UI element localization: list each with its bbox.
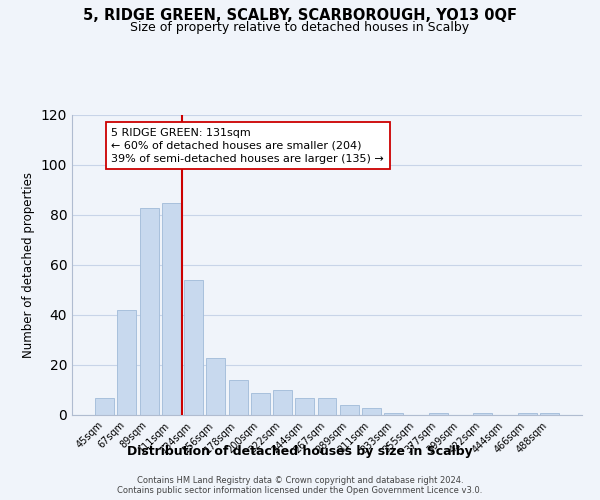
Bar xyxy=(162,202,181,415)
Bar xyxy=(429,412,448,415)
Bar xyxy=(140,208,158,415)
Y-axis label: Number of detached properties: Number of detached properties xyxy=(22,172,35,358)
Bar xyxy=(118,310,136,415)
Text: Contains public sector information licensed under the Open Government Licence v3: Contains public sector information licen… xyxy=(118,486,482,495)
Bar xyxy=(473,412,492,415)
Bar xyxy=(206,358,225,415)
Text: 5 RIDGE GREEN: 131sqm
← 60% of detached houses are smaller (204)
39% of semi-det: 5 RIDGE GREEN: 131sqm ← 60% of detached … xyxy=(112,128,384,164)
Bar xyxy=(540,412,559,415)
Bar xyxy=(184,280,203,415)
Text: 5, RIDGE GREEN, SCALBY, SCARBOROUGH, YO13 0QF: 5, RIDGE GREEN, SCALBY, SCARBOROUGH, YO1… xyxy=(83,8,517,22)
Bar xyxy=(251,392,270,415)
Bar xyxy=(362,408,381,415)
Text: Contains HM Land Registry data © Crown copyright and database right 2024.: Contains HM Land Registry data © Crown c… xyxy=(137,476,463,485)
Bar xyxy=(95,398,114,415)
Bar xyxy=(229,380,248,415)
Bar xyxy=(340,405,359,415)
Bar xyxy=(518,412,536,415)
Text: Distribution of detached houses by size in Scalby: Distribution of detached houses by size … xyxy=(127,444,473,458)
Bar xyxy=(384,412,403,415)
Text: Size of property relative to detached houses in Scalby: Size of property relative to detached ho… xyxy=(130,21,470,34)
Bar xyxy=(317,398,337,415)
Bar xyxy=(295,398,314,415)
Bar xyxy=(273,390,292,415)
